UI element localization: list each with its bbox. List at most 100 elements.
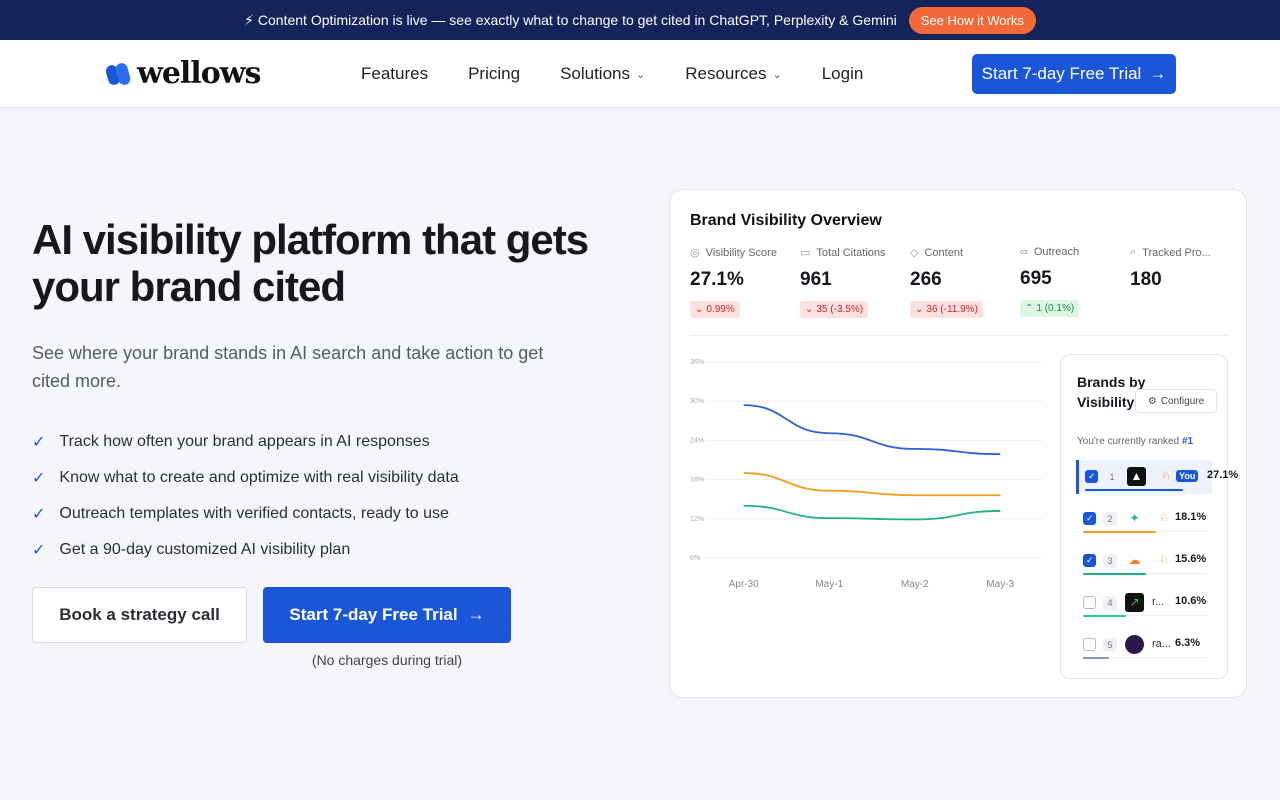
configure-button[interactable]: ⚙ Configure xyxy=(1135,389,1217,413)
stat: ⌕ Tracked Pro... 180 xyxy=(1130,246,1240,291)
visibility-bar xyxy=(1083,615,1126,617)
bullet-text: Get a 90-day customized AI visibility pl… xyxy=(59,541,351,558)
y-tick-label: 6% xyxy=(690,555,700,562)
chevron: ⌄ xyxy=(636,68,646,81)
hero-subtitle: See where your brand stands in AI search… xyxy=(32,343,544,391)
award-icon: ♘ xyxy=(1159,554,1169,566)
bullet-list: ✓ Track how often your brand appears in A… xyxy=(32,424,459,568)
stat-label: ▭ Total Citations xyxy=(800,246,910,260)
logo-text: wellows xyxy=(137,56,261,91)
chevron: ⌄ xyxy=(772,68,782,81)
brand-row: 5 ra... 6.3% xyxy=(1077,628,1213,662)
stat-value: 695 xyxy=(1020,268,1052,289)
stat-label-text: Visibility Score xyxy=(705,246,777,259)
check-icon: ✓ xyxy=(32,542,46,559)
nav-link-text: Solutions xyxy=(560,64,630,83)
stat: ◇ Content 266 ⌄ 36 (-11.9%) xyxy=(910,246,1020,318)
brand-icon: ✦ xyxy=(1125,509,1144,528)
stat-change-text: 0.99% xyxy=(706,304,735,315)
stat-value: 180 xyxy=(1130,269,1162,290)
series-line xyxy=(743,472,1001,497)
rank-note: You're currently ranked #1 xyxy=(1077,436,1193,447)
y-tick-label: 24% xyxy=(690,437,704,444)
series-line xyxy=(743,504,1001,521)
brand-row: ✓ 3 ☁ ♘ 15.6% xyxy=(1077,544,1213,578)
logo-icon xyxy=(105,62,131,85)
brand-value: 18.1% xyxy=(1175,511,1207,523)
line-chart: 6% 12% 18% 24% 30% 36% Apr-30 May-1 May-2 May-3 xyxy=(690,359,1043,590)
brand-icon: ↗ xyxy=(1125,593,1144,612)
checkbox[interactable]: ✓ xyxy=(1083,554,1096,567)
brand-icon: ☁ xyxy=(1125,551,1144,570)
nav-link-text: Pricing xyxy=(468,64,521,83)
trend-icon: ⌄ xyxy=(805,304,814,315)
brand-value: 27.1% xyxy=(1207,469,1239,481)
banner-button[interactable]: See How it Works xyxy=(908,6,1036,34)
track xyxy=(1083,657,1207,658)
bullet-text: Outreach templates with verified contact… xyxy=(59,505,449,522)
logo[interactable]: wellows xyxy=(105,56,261,91)
award-icon: ♘ xyxy=(1161,470,1171,482)
hero-title: AI visibility platform that gets your br… xyxy=(32,216,589,310)
y-tick-label: 30% xyxy=(690,398,704,405)
stat-label-text: Total Citations xyxy=(816,246,886,259)
brand-name: ra... xyxy=(1152,638,1171,650)
banner-text: ⚡ Content Optimization is live — see exa… xyxy=(244,11,897,28)
nav-link[interactable]: Features xyxy=(361,64,428,84)
stat-change: ⌄ 36 (-11.9%) xyxy=(910,301,983,318)
nav-link[interactable]: Solutions ⌄ xyxy=(560,64,645,84)
stat-label-text: Content xyxy=(924,246,963,259)
x-tick-label: May-1 xyxy=(815,579,843,590)
series-line xyxy=(743,404,1001,456)
nav-link[interactable]: Pricing xyxy=(468,64,520,84)
icon: ⚙ xyxy=(1147,395,1157,407)
stat: ∞ Outreach 695 ⌃ 1 (0.1%) xyxy=(1020,246,1130,317)
brands-title: Brands by Visibility xyxy=(1077,374,1146,410)
checkbox[interactable] xyxy=(1083,596,1096,609)
brand-icon: ▲ xyxy=(1127,467,1146,486)
brand-row: ✓ 1 ▲ ♘ You 27.1% xyxy=(1076,460,1238,494)
bullet: ✓ Outreach templates with verified contac… xyxy=(32,496,459,532)
bullet-text: Know what to create and optimize with re… xyxy=(59,469,459,486)
rank-label: You're currently ranked xyxy=(1077,436,1180,447)
secondary-button[interactable]: Book a strategy call xyxy=(32,587,247,643)
primary-button[interactable]: Start 7-day Free Trial → xyxy=(263,587,511,643)
stat-change-text: 35 (-3.5%) xyxy=(816,304,864,315)
brands-panel: Brands by Visibility ⚙ Configure You're c… xyxy=(1060,354,1238,679)
nav-cta[interactable]: Start 7-day Free Trial → xyxy=(972,54,1176,94)
visibility-bar xyxy=(1083,531,1156,533)
brand-row: ✓ 2 ✦ ♘ 18.1% xyxy=(1077,502,1213,536)
stat-change: ⌃ 1 (0.1%) xyxy=(1020,300,1080,317)
dashboard-card: Brand Visibility Overview ◎ Visibility Sc… xyxy=(669,189,1247,698)
icon: ▭ xyxy=(800,247,811,259)
check-icon: ✓ xyxy=(32,434,46,451)
rank: 3 xyxy=(1103,554,1117,568)
checkbox[interactable] xyxy=(1083,638,1096,651)
stat-change: ⌄ 35 (-3.5%) xyxy=(800,301,869,318)
stat-label-text: Tracked Pro... xyxy=(1142,246,1211,259)
y-tick-label: 12% xyxy=(690,516,704,523)
nav-link[interactable]: Login xyxy=(822,64,864,84)
icon: ⌕ xyxy=(1130,246,1137,258)
x-tick-label: May-3 xyxy=(986,579,1014,590)
rank-value: #1 xyxy=(1181,436,1194,447)
stat-change: ⌄ 0.99% xyxy=(690,301,740,318)
stat-value: 266 xyxy=(910,269,942,290)
rank: 1 xyxy=(1105,470,1119,484)
trial-note: (No charges during trial) xyxy=(311,652,463,668)
visibility-bar xyxy=(1085,489,1183,491)
x-tick-label: May-2 xyxy=(901,579,929,590)
announcement-banner: ⚡ Content Optimization is live — see exa… xyxy=(0,0,1280,40)
divider xyxy=(690,335,1228,336)
nav-link-text: Features xyxy=(361,64,429,83)
y-tick-label: 36% xyxy=(690,359,704,366)
brand-icon xyxy=(1125,635,1144,654)
checkbox[interactable]: ✓ xyxy=(1083,512,1096,525)
nav-link[interactable]: Resources ⌄ xyxy=(685,64,781,84)
configure-text: Configure xyxy=(1160,395,1205,407)
rank: 5 xyxy=(1103,638,1117,652)
checkbox[interactable]: ✓ xyxy=(1085,470,1098,483)
stat-label: ∞ Outreach xyxy=(1020,246,1130,258)
check-icon: ✓ xyxy=(32,506,46,523)
